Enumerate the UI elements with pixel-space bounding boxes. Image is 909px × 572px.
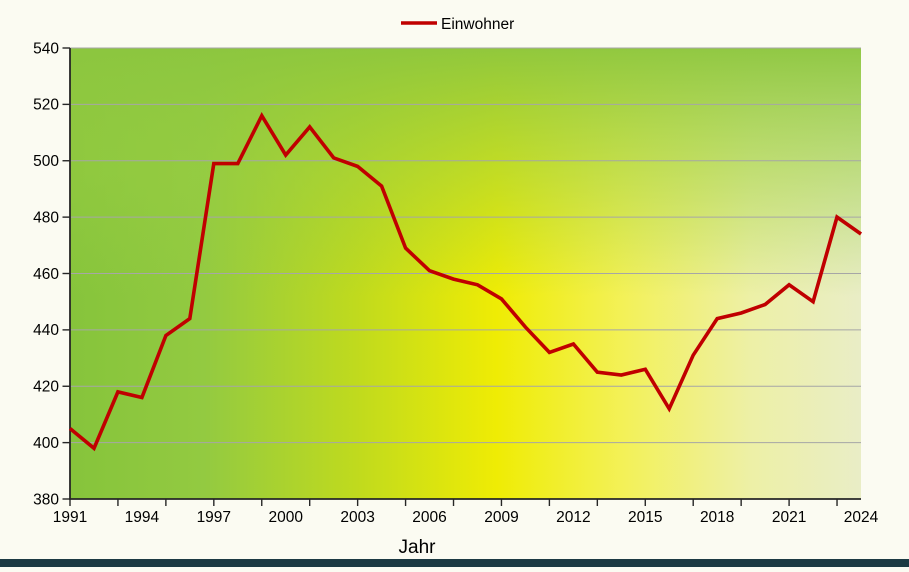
x-tick-label: 1994	[125, 509, 160, 526]
series-layer	[68, 111, 863, 452]
x-tick-label: 1991	[53, 509, 87, 526]
plot-layer: 380 400 420 440 460 480 500 520 540 1991 1994 1997 2…	[33, 40, 878, 526]
y-tick-label: 380	[33, 491, 59, 508]
bottom-bar	[0, 559, 909, 567]
y-tick-label: 520	[33, 97, 59, 114]
x-tick-label: 2015	[628, 509, 662, 526]
y-tick-label: 400	[33, 435, 59, 452]
x-tick-label: 2009	[484, 509, 518, 526]
x-tick-label: 2000	[268, 509, 303, 526]
y-tick-label: 440	[33, 322, 59, 339]
x-tick-label: 2018	[700, 509, 734, 526]
y-tick-label: 420	[33, 379, 59, 396]
y-tick-label: 540	[33, 40, 59, 57]
y-tick-label: 460	[33, 266, 59, 283]
x-tick-label: 2012	[556, 509, 590, 526]
x-tick-label: 2006	[412, 509, 446, 526]
einwohner-line-series	[68, 111, 863, 452]
x-axis-title: Jahr	[399, 537, 437, 558]
x-tick-label: 2021	[772, 509, 806, 526]
x-tick-label: 2024	[844, 509, 879, 526]
legend-label: Einwohner	[441, 16, 514, 33]
y-tick-label: 500	[33, 153, 59, 170]
y-tick-label: 480	[33, 209, 59, 226]
x-tick-label: 2003	[340, 509, 374, 526]
legend: Einwohner	[401, 16, 514, 33]
x-tick-label: 1997	[197, 509, 231, 526]
